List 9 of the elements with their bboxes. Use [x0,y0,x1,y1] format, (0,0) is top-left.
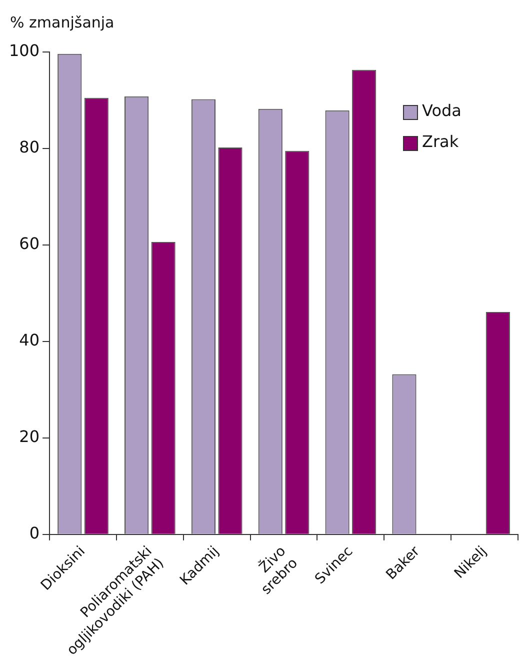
y-axis-title: % zmanjšanja [10,13,114,32]
y-tick-label: 80 [19,138,40,157]
y-tick-label: 40 [19,330,40,350]
legend-label: Zrak [422,132,460,152]
y-tick-label: 100 [8,41,40,60]
y-tick-label: 20 [19,427,40,446]
y-tick-label: 0 [29,524,40,543]
y-tick-label: 60 [19,234,40,254]
legend-label: Voda [422,101,462,120]
